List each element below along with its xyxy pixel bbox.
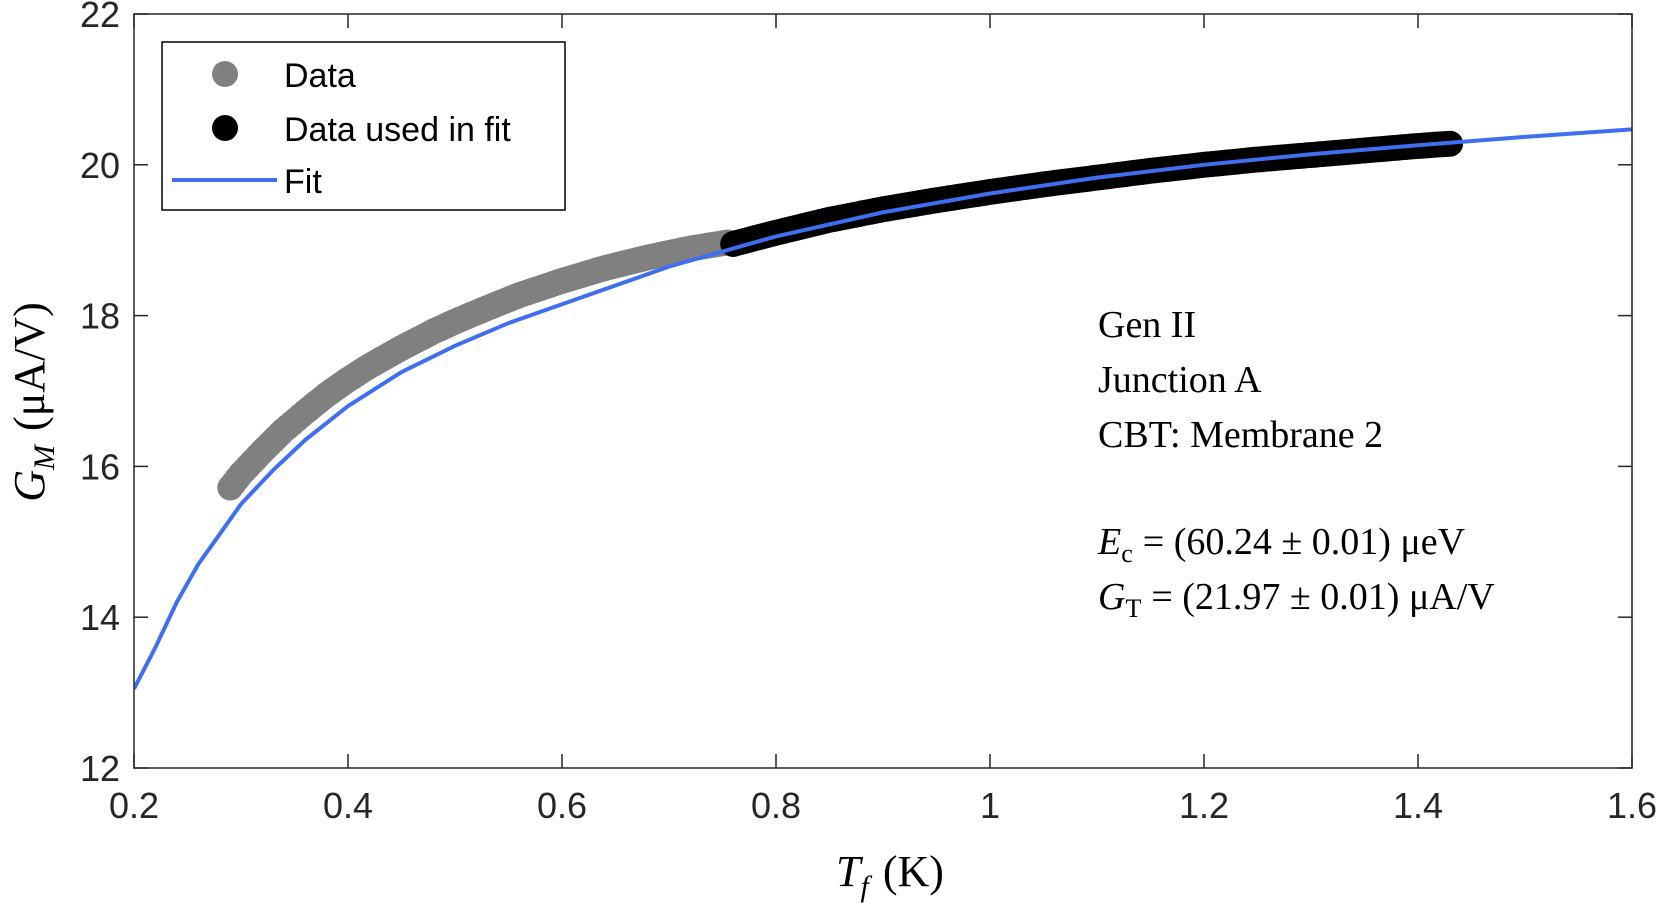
- y-axis-ticks: 12 14 16 18 20 22: [80, 0, 1632, 789]
- axes-box: [133, 13, 1633, 769]
- x-tick-label: 1.4: [1393, 785, 1443, 826]
- legend-marker-fit-data: [212, 115, 238, 141]
- annotation-junction: Junction A: [1098, 359, 1262, 401]
- fit-line: [134, 127, 1632, 690]
- y-tick-label: 22: [80, 0, 120, 35]
- x-tick-label: 0.2: [109, 785, 159, 826]
- x-axis-symbol: T: [836, 847, 864, 896]
- x-tick-label: 0.6: [537, 785, 587, 826]
- x-tick-label: 0.8: [751, 785, 801, 826]
- legend-label-fit-data: Data used in fit: [284, 111, 511, 149]
- y-tick-label: 14: [80, 597, 120, 638]
- x-axis-unit: (K): [883, 847, 944, 896]
- y-tick-label: 18: [80, 296, 120, 337]
- legend: Data Data used in fit Fit: [161, 41, 566, 211]
- legend-label-fit: Fit: [284, 163, 322, 201]
- x-axis-subscript: f: [861, 870, 873, 903]
- x-axis-ticks: 0.2 0.4 0.6 0.8 1 1.2 1.4 1.6: [109, 14, 1657, 826]
- y-tick-label: 16: [80, 446, 120, 487]
- series-group: [134, 127, 1632, 690]
- annotation-ec: Ec = (60.24 ± 0.01) μeV: [1097, 521, 1466, 568]
- y-tick-label: 20: [80, 145, 120, 186]
- x-tick-label: 0.4: [323, 785, 373, 826]
- x-axis-label: Tf (K): [836, 847, 944, 903]
- y-axis-symbol: G: [5, 470, 54, 502]
- annotation-gen: Gen II: [1098, 304, 1196, 346]
- annotation-block: Gen II Junction A CBT: Membrane 2 Ec = (6…: [1097, 304, 1495, 623]
- plot-area: [133, 13, 1633, 769]
- x-tick-label: 1.2: [1179, 785, 1229, 826]
- series-data: [217, 229, 741, 501]
- y-axis-subscript: M: [28, 443, 61, 471]
- legend-marker-data: [212, 61, 238, 87]
- x-tick-label: 1: [980, 785, 1000, 826]
- y-axis-label: GM (μA/V): [5, 302, 61, 501]
- legend-label-data: Data: [284, 57, 356, 95]
- y-axis-unit: (μA/V): [5, 302, 54, 431]
- annotation-gt: GT = (21.97 ± 0.01) μA/V: [1098, 576, 1495, 623]
- annotation-cbt: CBT: Membrane 2: [1098, 414, 1383, 456]
- x-tick-label: 1.6: [1607, 785, 1657, 826]
- y-tick-label: 12: [80, 748, 120, 789]
